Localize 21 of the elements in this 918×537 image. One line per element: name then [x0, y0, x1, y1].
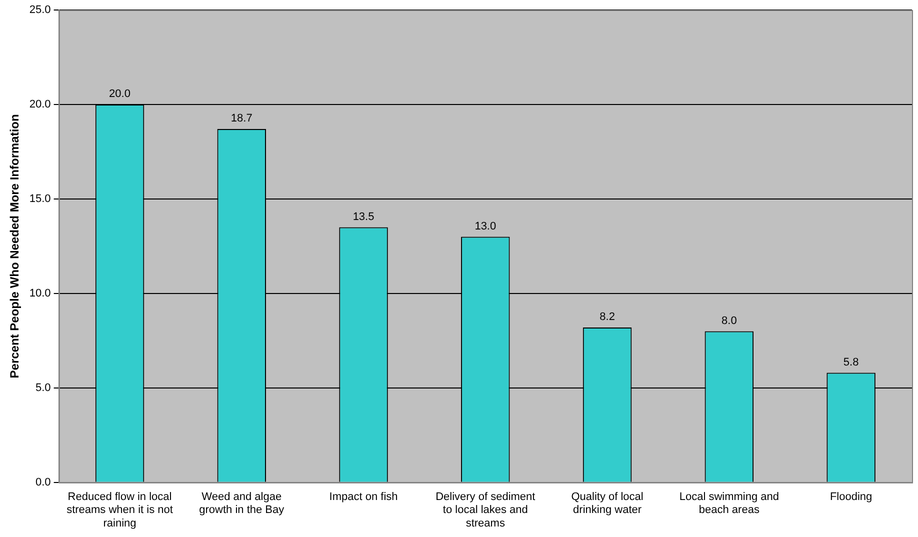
data-label: 18.7: [230, 112, 252, 125]
y-tick-label: 25.0: [29, 4, 51, 16]
x-tick-label: Reduced flow in local streams when it is not raining: [66, 491, 173, 530]
x-tick-label: Delivery of sediment to local lakes and streams: [436, 491, 536, 530]
data-label: 13.0: [474, 220, 496, 232]
data-label: 20.0: [109, 88, 130, 100]
x-tick-label: Weed and algae growth in the Bay: [199, 491, 285, 516]
data-label: 13.5: [352, 210, 374, 223]
x-tick-label: Quality of local drinking water: [571, 491, 644, 516]
y-tick-label: 5.0: [36, 382, 51, 394]
data-label: 8.2: [600, 310, 615, 323]
y-axis-title: Percent People Who Needed More Information: [8, 114, 22, 378]
y-tick-label: 20.0: [29, 98, 51, 111]
y-tick-label: 15.0: [29, 192, 51, 205]
x-tick-label: Flooding: [830, 491, 872, 504]
x-tick-label: Impact on fish: [329, 491, 398, 504]
x-tick-label: Local swimming and beach areas: [679, 491, 779, 516]
y-tick-label: 10.0: [29, 287, 51, 300]
y-tick-label: 0.0: [36, 476, 51, 488]
data-label: 8.0: [722, 314, 737, 327]
data-label: 5.8: [843, 356, 859, 368]
